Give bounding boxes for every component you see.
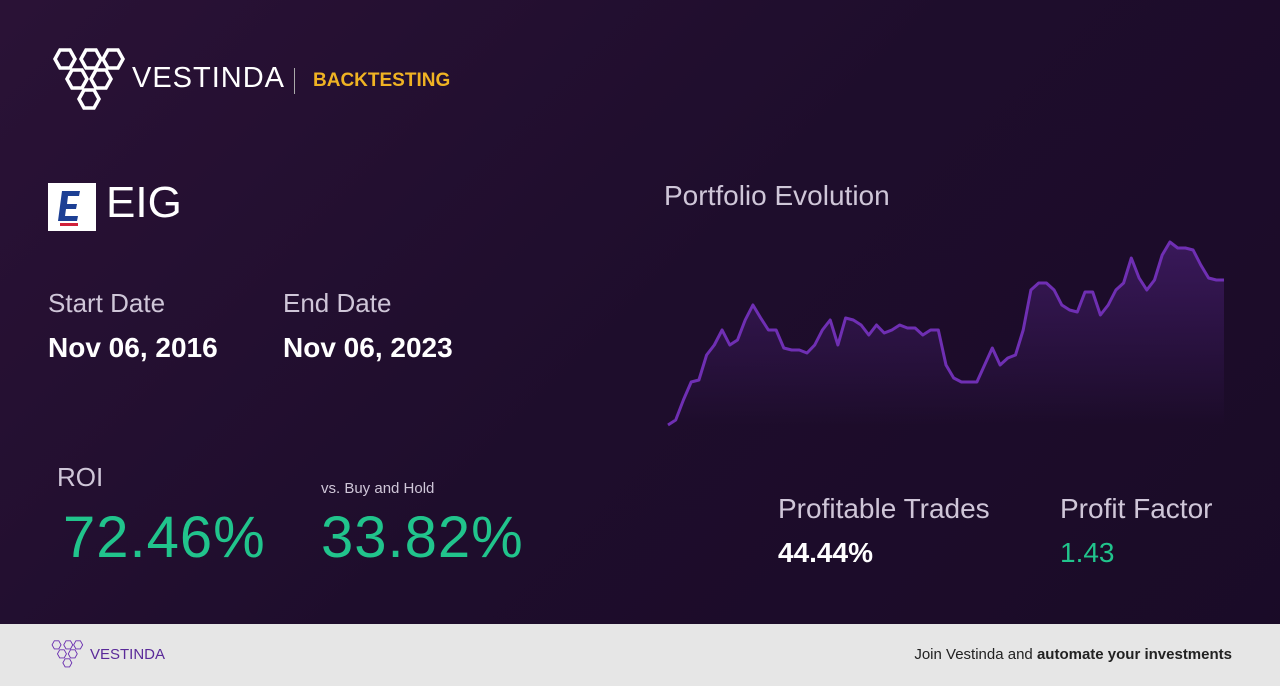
brand: VESTINDA [132,62,286,94]
roi-label: ROI [57,462,104,492]
pf-value: 1.43 [1060,537,1115,568]
footer: VESTINDA Join Vestinda and automate your… [0,624,1280,686]
line [667,240,1224,427]
footer-cta: Join Vestinda and automate your investme… [914,646,1232,663]
pt-value: 44.44% [778,537,873,568]
logo-icon [52,48,126,110]
area [668,242,1224,425]
ticker-logo [48,183,96,231]
chart [667,240,1224,427]
cta-bold: automate your investments [1036,646,1232,663]
end-label: End Date [283,288,392,318]
section: BACKTESTING [313,70,451,91]
bh-label: vs. Buy and Hold [321,480,435,497]
chart-title: Portfolio Evolution [664,180,890,211]
roi-value: 72.46% [63,505,266,570]
footer-logo [51,640,84,668]
start-label: Start Date [48,288,166,318]
footer-brand: VESTINDA [90,646,166,663]
bh-value: 33.82% [321,505,524,570]
start-value: Nov 06, 2016 [48,332,218,363]
pt-label: Profitable Trades [778,493,990,524]
ticker: EIG [106,178,182,227]
divider [294,68,295,94]
end-value: Nov 06, 2023 [283,332,453,363]
cta-prefix: Join Vestinda and [914,646,1033,663]
pf-label: Profit Factor [1060,493,1213,524]
